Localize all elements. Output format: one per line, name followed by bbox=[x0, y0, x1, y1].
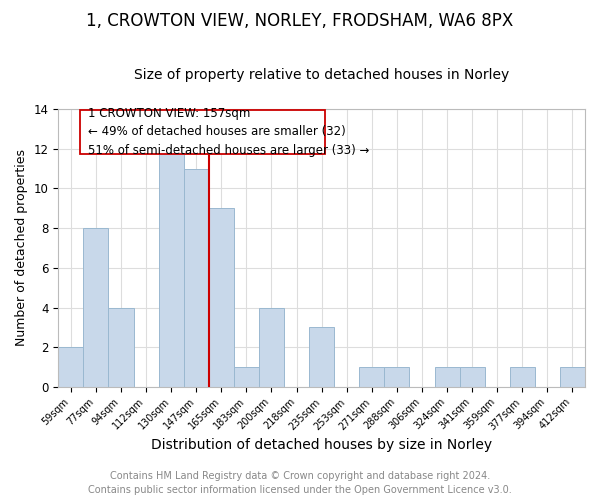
Bar bbox=[58, 347, 83, 387]
Bar bbox=[309, 328, 334, 387]
Bar bbox=[184, 168, 209, 387]
Text: 1 CROWTON VIEW: 157sqm
← 49% of detached houses are smaller (32)
51% of semi-det: 1 CROWTON VIEW: 157sqm ← 49% of detached… bbox=[88, 107, 370, 157]
Bar bbox=[209, 208, 234, 387]
Text: Contains HM Land Registry data © Crown copyright and database right 2024.
Contai: Contains HM Land Registry data © Crown c… bbox=[88, 471, 512, 495]
X-axis label: Distribution of detached houses by size in Norley: Distribution of detached houses by size … bbox=[151, 438, 492, 452]
Title: Size of property relative to detached houses in Norley: Size of property relative to detached ho… bbox=[134, 68, 509, 82]
Bar bbox=[434, 367, 460, 387]
Bar bbox=[510, 367, 535, 387]
Bar bbox=[83, 228, 109, 387]
Text: 1, CROWTON VIEW, NORLEY, FRODSHAM, WA6 8PX: 1, CROWTON VIEW, NORLEY, FRODSHAM, WA6 8… bbox=[86, 12, 514, 30]
Bar bbox=[234, 367, 259, 387]
Bar bbox=[385, 367, 409, 387]
Bar bbox=[560, 367, 585, 387]
Bar bbox=[259, 308, 284, 387]
Y-axis label: Number of detached properties: Number of detached properties bbox=[15, 150, 28, 346]
FancyBboxPatch shape bbox=[80, 110, 325, 154]
Bar bbox=[460, 367, 485, 387]
Bar bbox=[158, 149, 184, 387]
Bar bbox=[359, 367, 385, 387]
Bar bbox=[109, 308, 134, 387]
